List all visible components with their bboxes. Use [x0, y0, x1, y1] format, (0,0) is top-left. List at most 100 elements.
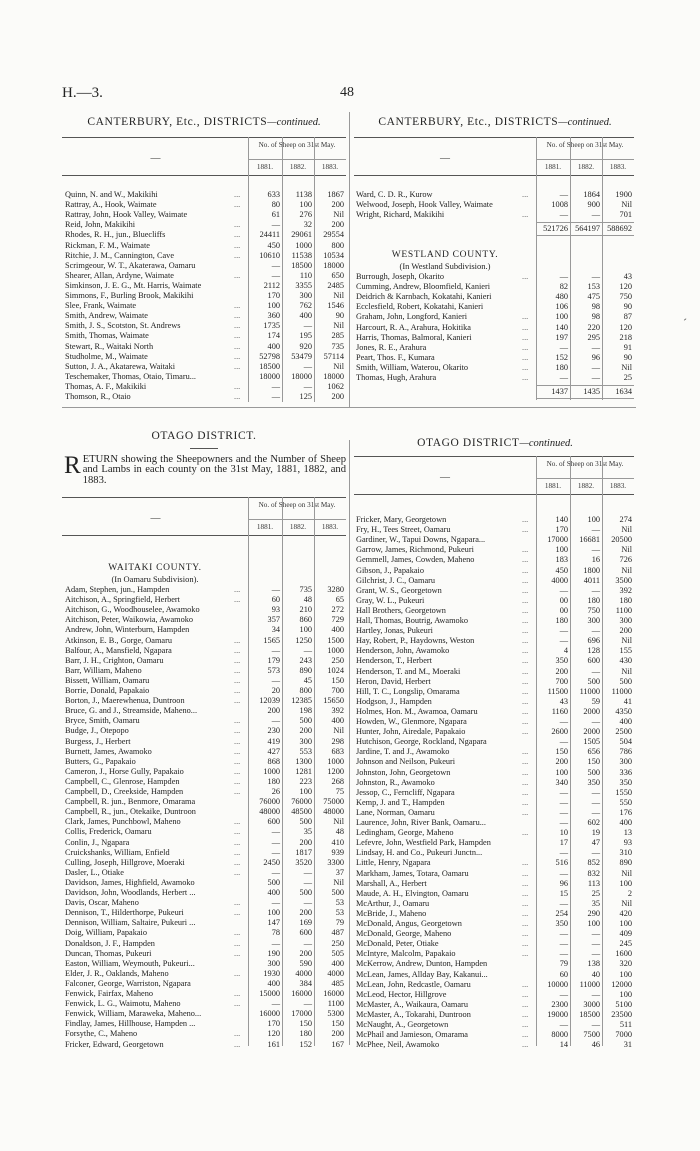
- year-header: 1881.: [544, 482, 562, 490]
- sheep-count-1882: 96: [591, 352, 600, 362]
- canterbury-right-title: CANTERBURY, Etc., DISTRICTS—continued.: [354, 116, 636, 128]
- table-row: Lefevre, John, Westfield Park, Hampden 17…: [356, 838, 634, 848]
- totals-row: 1437 1435 1634: [356, 387, 634, 397]
- sheep-count-1882: —: [591, 626, 600, 636]
- sheep-count-1881: 1565: [263, 635, 280, 645]
- sheep-count-1881: 600: [267, 817, 280, 827]
- sheep-count-1882: 100: [587, 515, 600, 524]
- table-row: Studholme, M., Waimate... 52798 53479 57114: [65, 352, 346, 362]
- sheep-count-1883: Nil: [621, 525, 632, 535]
- sheep-count-1882: 18500: [579, 1009, 600, 1019]
- dot-leader: ...: [522, 605, 529, 615]
- owner-name: Harris, Thomas, Balmoral, Kanieri: [356, 332, 472, 342]
- sheep-count-1882: 152: [299, 1039, 312, 1049]
- sheep-count-1881: 400: [267, 888, 280, 897]
- sheep-count-1883: 800: [331, 240, 344, 250]
- sheep-count-1883: 400: [619, 818, 632, 827]
- sheep-count-1882: 762: [299, 301, 312, 311]
- sheep-count-1881: 170: [555, 525, 568, 535]
- owner-name: Borton, J., Maerewhenua, Duntroon: [65, 696, 185, 706]
- owner-name: Hutchison, George, Rockland, Ngapara: [356, 737, 487, 747]
- owner-name: Smith, J. S., Scotston, St. Andrews: [65, 321, 181, 331]
- owner-name: Hay, Robert, P., Haydowns, Weston: [356, 636, 475, 646]
- sheep-count-1882: 800: [299, 686, 312, 695]
- owner-name: Balfour, A., Mansfield, Ngapara: [65, 645, 172, 655]
- table-row: Campbell, C., Glenrose, Hampden... 180 223…: [65, 777, 346, 787]
- table-row: Smith, Andrew, Waimate... 360 400 90: [65, 311, 346, 321]
- sheep-count-1882: —: [591, 787, 600, 797]
- title-underline: [190, 448, 218, 449]
- sheep-count-1882: —: [591, 362, 600, 372]
- owner-name: Campbell, C., Glenrose, Hampden: [65, 776, 180, 786]
- table-row: Cumming, Andrew, Bloomfield, Kanieri 82 15…: [356, 282, 634, 292]
- table-row: Findlay, James, Hillhouse, Hampden ... 17…: [65, 1019, 346, 1029]
- owner-name: Simmons, F., Burling Brook, Makikihi: [65, 291, 194, 300]
- sheep-count-1883: 939: [331, 847, 344, 857]
- sheep-count-1883: 300: [619, 757, 632, 767]
- table-row: Reid, John, Makikihi... — 32 200: [65, 220, 346, 230]
- sheep-count-1881: 12039: [259, 696, 280, 706]
- dot-leader: ...: [234, 230, 241, 240]
- sheep-count-1881: 200: [267, 706, 280, 716]
- dot-leader: ...: [522, 676, 529, 686]
- sheep-count-1883: 29554: [323, 230, 344, 240]
- sheep-count-1882: 18000: [291, 371, 312, 381]
- sheep-count-1883: Nil: [621, 565, 632, 575]
- sheep-count-1881: 100: [555, 545, 568, 555]
- dot-leader: ...: [234, 645, 241, 655]
- dot-leader: ...: [234, 766, 241, 776]
- dot-leader: ...: [522, 777, 529, 787]
- sheep-count-1881: 34: [271, 625, 280, 635]
- owner-name: Wright, Richard, Makikihi: [356, 210, 445, 220]
- sheep-count-1883: Nil: [333, 817, 344, 827]
- dot-leader: ...: [522, 868, 529, 878]
- dot-leader: ...: [234, 968, 241, 978]
- dot-leader: ...: [234, 787, 241, 796]
- total-1882: 564197: [575, 224, 600, 234]
- sheep-count-1883: 500: [619, 676, 632, 686]
- sheep-count-1883: 4350: [615, 706, 632, 716]
- sheep-count-1882: 18500: [291, 260, 312, 270]
- owner-name: Marshall, A., Herbert: [356, 878, 427, 888]
- sheep-count-1881: —: [271, 585, 280, 594]
- sheep-count-1881: —: [271, 260, 280, 270]
- sheep-count-1882: 210: [299, 605, 312, 615]
- owner-name: Atkinson, E. B., Gorge, Oamaru: [65, 635, 173, 645]
- column-separator: [570, 456, 571, 1046]
- sheep-count-1883: 1200: [327, 766, 344, 776]
- sheep-count-1882: 4011: [583, 575, 600, 585]
- sheep-count-1881: 106: [555, 302, 568, 312]
- table-row: Quinn, N. and W., Makikihi... 633 1138 1867: [65, 190, 346, 200]
- dot-leader: ...: [234, 847, 241, 857]
- sheep-count-1883: 79: [335, 918, 344, 928]
- column-separator: [536, 456, 537, 1046]
- sheep-count-1883: 100: [619, 969, 632, 979]
- sheep-count-1882: 48500: [291, 807, 312, 817]
- column-separator: [536, 137, 537, 400]
- year-header: 1882.: [289, 163, 307, 171]
- sheep-count-1882: 200: [299, 908, 312, 918]
- sheep-count-1883: 7000: [615, 1030, 632, 1040]
- sheep-count-1882: 2000: [583, 706, 600, 716]
- sheep-count-1881: —: [271, 847, 280, 857]
- sheep-count-1883: 5300: [327, 1009, 344, 1019]
- sheep-count-1881: 16000: [259, 1009, 280, 1019]
- table-row: Clark, James, Punchbowl, Maheno... 600 500…: [65, 817, 346, 827]
- table-row: Cruickshanks, William, Enfield... — 1817 93…: [65, 848, 346, 858]
- westland-heading: WESTLAND COUNTY.: [391, 250, 499, 260]
- owner-name: Reid, John, Makikihi: [65, 220, 136, 230]
- sheep-count-1883: 285: [331, 331, 344, 341]
- table-row: Johnston, John, Georgetown... 100 500 336: [356, 768, 634, 778]
- sheep-count-1883: 392: [619, 585, 632, 595]
- sheep-count-1883: 250: [331, 938, 344, 948]
- owner-name: McLeod, Hector, Hillgrove: [356, 989, 447, 999]
- sheep-count-1882: —: [591, 585, 600, 595]
- table-row: Bissett, William, Oamaru... — 45 150: [65, 676, 346, 686]
- sheep-count-1882: 920: [299, 341, 312, 351]
- table-row: Welwood, Joseph, Hook Valley, Waimate 100…: [356, 200, 634, 210]
- sheep-count-1882: —: [591, 342, 600, 352]
- table-row: Fry, H., Tees Street, Oamaru... 170 — Nil: [356, 525, 634, 535]
- table-row: McKerrow, Andrew, Dunton, Hampden 79 138 32…: [356, 959, 634, 969]
- table-row: Forsythe, C., Maheno... 120 180 200: [65, 1029, 346, 1039]
- owner-name: Harcourt, R. A., Arahura, Hokitika: [356, 322, 471, 332]
